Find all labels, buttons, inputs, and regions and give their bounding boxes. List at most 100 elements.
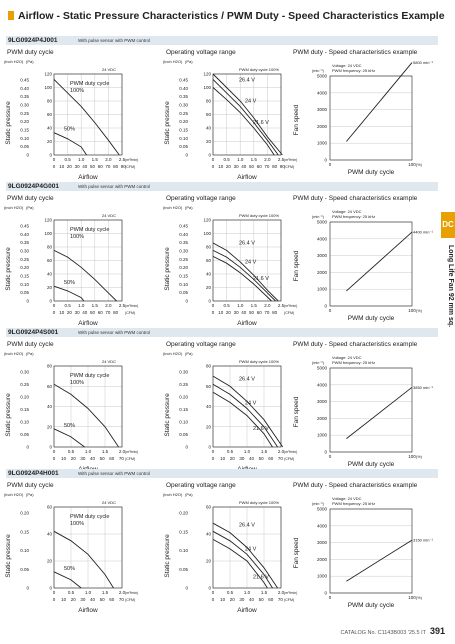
speed-unit-label: (min⁻¹) [312, 215, 325, 219]
inch-tick-label: 0.30 [179, 370, 188, 375]
pct-unit-label: (%) [416, 596, 423, 600]
pct-unit-label: (%) [416, 455, 423, 459]
inch-unit-label: (inch H2O) [163, 205, 183, 210]
m3-tick-label: 0.5 [227, 449, 234, 454]
cfm-tick-label: 20 [71, 456, 77, 461]
m3-tick-label: 2.5 [278, 303, 285, 308]
m3-tick-label: 1.0 [237, 157, 244, 162]
pct-tick-label: 100 [408, 162, 416, 167]
cfm-tick-label: 20 [230, 597, 236, 602]
m3-tick-label: 2.0 [105, 157, 112, 162]
inch-tick-label: 0.05 [179, 290, 188, 295]
model-header: 9LG0924P4S001 With pulse sensor with PWM … [6, 328, 438, 337]
voltage-high-label: 26.4 V [239, 78, 255, 84]
inch-tick-label: 0.20 [179, 119, 188, 124]
m3-tick-label: 0 [212, 157, 215, 162]
cfm-tick-label: 40 [249, 597, 255, 602]
pa-unit-label: (Pa) [185, 59, 193, 64]
pa-tick-label: 100 [203, 85, 211, 90]
inch-tick-label: 0 [185, 586, 188, 591]
pct-tick-label: 100 [408, 308, 416, 313]
m3-tick-label: 2.5 [119, 157, 126, 162]
inch-unit-label: (inch H2O) [4, 351, 24, 356]
voltage-note: 24 VDC [102, 67, 116, 72]
pa-tick-label: 0 [208, 299, 211, 304]
m3-tick-label: 0.5 [223, 157, 230, 162]
m3-tick-label: 2.0 [119, 590, 126, 595]
inch-unit-label: (inch H2O) [4, 492, 24, 497]
m3-tick-label: 0 [53, 590, 56, 595]
speed-x-axis-label: PWM duty cycle [348, 169, 395, 176]
model-section: 9LG0924P4H001 With pulse sensor with PWM … [0, 469, 441, 619]
inch-tick-label: 0.20 [20, 395, 29, 400]
voltage-range-panel-title: Operating voltage range [166, 195, 236, 202]
m3-unit-label: (m³/min) [125, 304, 138, 308]
inch-tick-label: 0.15 [20, 529, 29, 534]
plot-frame [329, 367, 413, 453]
inch-tick-label: 0.10 [20, 282, 29, 287]
cfm-tick-label: 30 [234, 164, 240, 169]
inch-tick-label: 0 [185, 299, 188, 304]
model-description: With pulse sensor with PWM control [78, 38, 151, 43]
inch-tick-label: 0 [185, 445, 188, 450]
model-description: With pulse sensor with PWM control [78, 184, 151, 189]
pa-tick-label: 120 [44, 218, 52, 223]
side-tab-dc: DC [441, 212, 455, 238]
speed-curve [346, 231, 413, 292]
speed-tick-label: 1000 [317, 287, 328, 292]
pwm-50-label: 50% [64, 423, 75, 429]
speed-tick-label: 1000 [317, 574, 328, 579]
pa-tick-label: 0 [208, 153, 211, 158]
speed-tick-label: 0 [324, 304, 327, 309]
cfm-tick-label: 10 [61, 597, 67, 602]
inch-unit-label: (inch H2O) [4, 205, 24, 210]
cfm-tick-label: 50 [100, 597, 106, 602]
m3-tick-label: 1.5 [261, 449, 268, 454]
inch-tick-label: 0.25 [179, 382, 188, 387]
voltage-mid-label: 24 V [245, 259, 257, 265]
cfm-tick-label: 30 [75, 310, 81, 315]
cfm-tick-label: 10 [220, 597, 226, 602]
cfm-tick-label: 0 [212, 456, 215, 461]
inch-tick-label: 0.25 [20, 382, 29, 387]
voltage-low-curve [212, 391, 273, 448]
cfm-tick-label: 30 [80, 597, 86, 602]
cfm-tick-label: 50 [259, 597, 265, 602]
inch-tick-label: 0.20 [20, 119, 29, 124]
inch-tick-label: 0.25 [179, 111, 188, 116]
voltage-range-panel-title: Operating voltage range [166, 49, 236, 56]
inch-tick-label: 0.05 [179, 432, 188, 437]
y-axis-label: Static pressure [164, 393, 171, 437]
pa-tick-label: 100 [203, 231, 211, 236]
pwm-100-label: 100% [70, 521, 84, 527]
inch-tick-label: 0.40 [179, 232, 188, 237]
m3-tick-label: 1.0 [244, 590, 251, 595]
pct-tick-label: 0 [329, 595, 332, 600]
inch-tick-label: 0.15 [179, 128, 188, 133]
cfm-tick-label: 30 [80, 456, 86, 461]
m3-tick-label: 1.5 [261, 590, 268, 595]
cfm-tick-label: 0 [53, 597, 56, 602]
plot-frame [212, 365, 282, 448]
cfm-tick-label: 30 [234, 310, 240, 315]
pwm-legend-label: PWM duty cycle [70, 227, 109, 233]
m3-tick-label: 1.5 [92, 303, 99, 308]
page-number: 391 [429, 626, 445, 636]
speed-voltage-note: Voltage: 24 VDC [332, 496, 362, 501]
pa-tick-label: 80 [206, 245, 212, 250]
m3-tick-label: 0 [53, 157, 56, 162]
voltage-high-curve [212, 375, 284, 448]
max-speed-label: 5800 min⁻¹ [413, 60, 434, 65]
m3-tick-label: 0 [212, 590, 215, 595]
pct-unit-label: (%) [416, 163, 423, 167]
cfm-tick-label: 80 [113, 310, 119, 315]
inch-tick-label: 0.10 [179, 548, 188, 553]
speed-tick-label: 5000 [317, 74, 328, 79]
m3-tick-label: 0 [212, 449, 215, 454]
speed-curve [346, 62, 413, 142]
m3-tick-label: 0.5 [64, 157, 71, 162]
cfm-tick-label: 0 [53, 310, 56, 315]
